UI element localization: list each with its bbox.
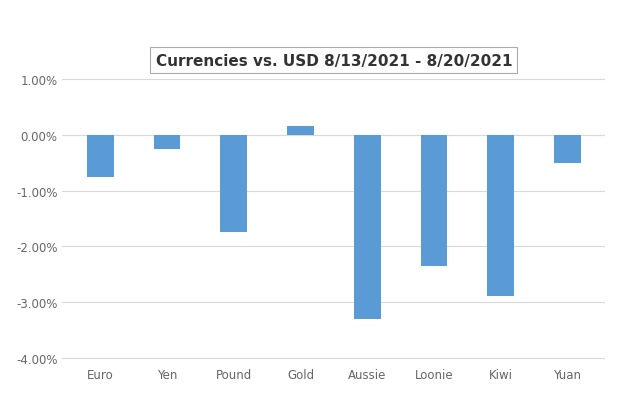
Bar bbox=[154, 135, 180, 150]
Bar bbox=[421, 135, 447, 266]
Bar bbox=[87, 135, 114, 177]
Text: Currencies vs. USD 8/13/2021 - 8/20/2021: Currencies vs. USD 8/13/2021 - 8/20/2021 bbox=[155, 54, 512, 69]
Bar bbox=[487, 135, 514, 297]
Bar bbox=[554, 135, 580, 163]
Bar bbox=[354, 135, 381, 319]
Bar bbox=[220, 135, 247, 233]
Bar bbox=[287, 127, 314, 135]
